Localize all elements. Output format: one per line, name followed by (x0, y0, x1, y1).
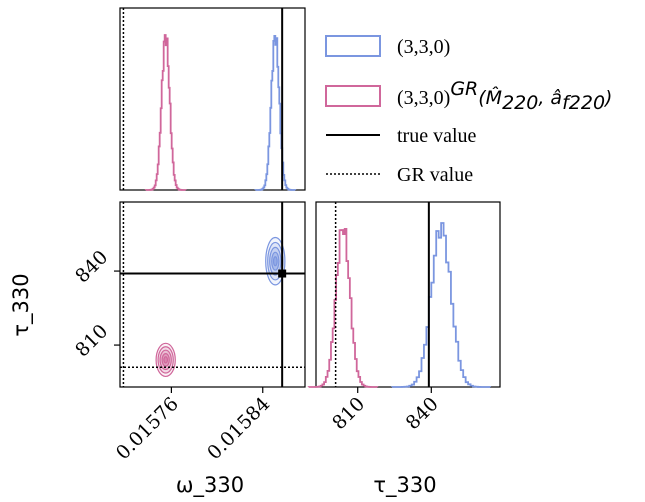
legend-label-gr-math: (M̂ (478, 87, 502, 109)
omega-panel-frame (119, 7, 306, 191)
omega-hist-series_330 (254, 35, 297, 191)
tau-histogram-panel (307, 201, 501, 393)
joint-panel-frame (119, 201, 306, 388)
legend-label-gr-sub1: 220 (502, 92, 538, 114)
legend-label-gr-sup: GR (450, 78, 478, 100)
tick-label-tau-x-1: 810 (328, 393, 369, 434)
legend-label-330: (3,3,0) (397, 36, 450, 58)
legend-label-gr-mid: , â (538, 87, 562, 109)
tau-hist-series_gr (307, 228, 379, 388)
legend-label-gr: (3,3,0)GR(M̂220, âf220) (397, 78, 612, 114)
legend-label-gr-sub2: f220 (562, 92, 605, 114)
joint-contour-series_gr-0 (155, 342, 176, 378)
joint-contour-series_330-4 (272, 256, 278, 267)
omega-histogram-panel (119, 7, 306, 191)
legend-swatch-gr (325, 85, 381, 107)
omega-hist-series_gr (144, 34, 187, 191)
joint-contour-series_gr-4 (163, 356, 169, 364)
tick-label-omega-1: 0.01576 (112, 393, 183, 464)
joint-contour-panel (114, 201, 306, 393)
legend-label-true: true value (397, 125, 477, 147)
x-axis-label-omega: ω_330 (176, 473, 244, 498)
legend-label-gr-value: GR value (397, 164, 473, 186)
x-axis-label-tau: τ_330 (373, 473, 436, 498)
tau-hist-series_330 (391, 222, 492, 388)
tick-label-omega-2: 0.01584 (203, 393, 274, 464)
tick-label-tau-x-2: 840 (402, 393, 443, 434)
tick-label-tau-y-2: 840 (71, 246, 112, 287)
legend-label-gr-base: (3,3,0) (397, 87, 450, 109)
joint-contour-series_gr-3 (161, 353, 170, 367)
tick-label-tau-y-1: 810 (71, 320, 112, 361)
legend-swatch-330 (325, 35, 381, 57)
legend-label-gr-close: ) (603, 87, 612, 109)
joint-true-marker (278, 269, 287, 278)
joint-contour-series_330-3 (271, 251, 280, 271)
legend: (3,3,0) (3,3,0)GR(M̂220, âf220) true val… (325, 35, 612, 186)
y-axis-label-tau: τ_330 (9, 273, 34, 336)
